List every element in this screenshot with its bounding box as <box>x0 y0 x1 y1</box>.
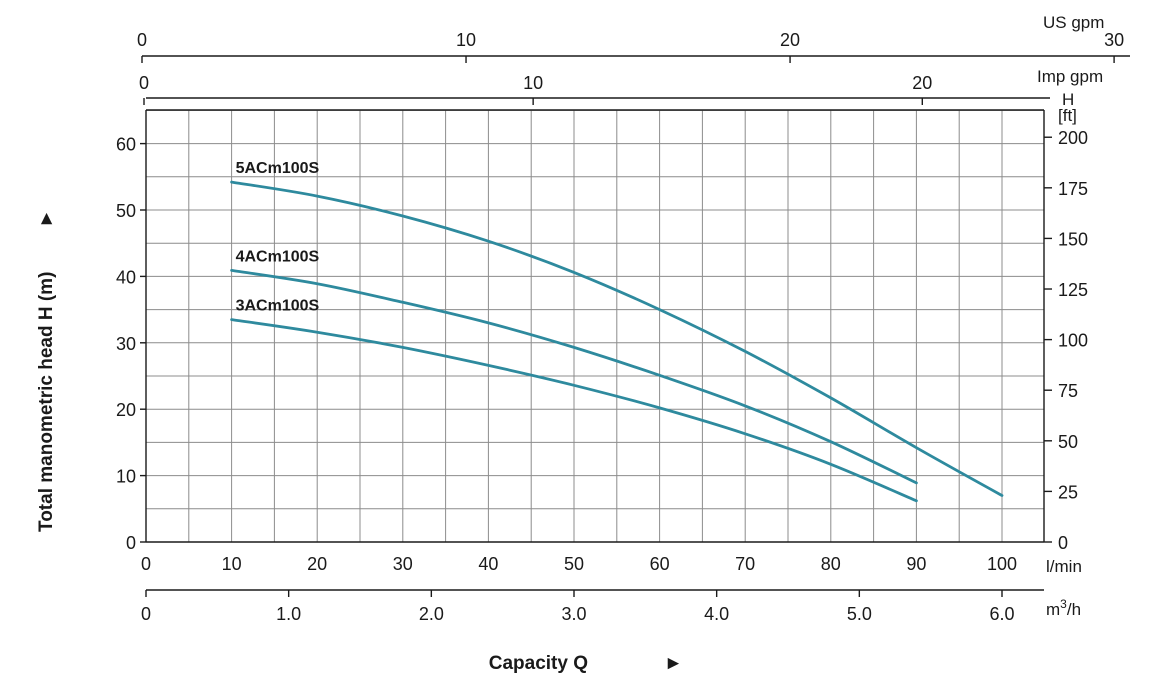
ft-tick-label: 50 <box>1058 432 1078 452</box>
series-label-5acm100s: 5ACm100S <box>236 160 320 177</box>
us-gpm-tick-label: 0 <box>137 30 147 50</box>
curve-4acm100s <box>230 269 918 485</box>
ft-tick-label: 175 <box>1058 179 1088 199</box>
x-unit-m3h: m3/h <box>1046 597 1081 619</box>
x-tick-label: 40 <box>478 554 498 574</box>
x-tick-label: 20 <box>307 554 327 574</box>
x-tick-label: 70 <box>735 554 755 574</box>
curve-3acm100s <box>230 318 918 503</box>
m3h-unit-base: m <box>1046 600 1060 619</box>
x-tick-label: 30 <box>393 554 413 574</box>
y-axis-title: Total manometric head H (m) <box>36 272 57 532</box>
m3h-tick-label: 0 <box>141 604 151 624</box>
ft-tick-label: 0 <box>1058 533 1068 553</box>
x-tick-label: 10 <box>222 554 242 574</box>
y-unit-ft-top: H <box>1062 90 1074 109</box>
y-tick-label: 10 <box>116 467 136 487</box>
grid-layer <box>146 109 1044 542</box>
m3h-unit-sup: 3 <box>1060 597 1067 611</box>
x-tick-label: 50 <box>564 554 584 574</box>
us-gpm-tick-label: 30 <box>1104 30 1124 50</box>
m3h-tick-label: 6.0 <box>989 604 1014 624</box>
x-tick-label: 90 <box>906 554 926 574</box>
y-tick-label: 30 <box>116 334 136 354</box>
y-unit-ft-bottom: [ft] <box>1058 106 1077 125</box>
x-axis-title: Capacity Q <box>489 653 588 674</box>
ft-tick-label: 125 <box>1058 280 1088 300</box>
m3h-tick-label: 1.0 <box>276 604 301 624</box>
x-unit-lmin: l/min <box>1046 557 1082 576</box>
x-tick-label: 60 <box>650 554 670 574</box>
ft-tick-label: 150 <box>1058 229 1088 249</box>
ft-tick-label: 25 <box>1058 482 1078 502</box>
x-axis-arrow: ► <box>664 653 683 674</box>
y-tick-label: 40 <box>116 267 136 287</box>
m3h-tick-label: 2.0 <box>419 604 444 624</box>
curves-layer <box>230 180 1004 503</box>
ft-tick-label: 200 <box>1058 128 1088 148</box>
x-tick-label: 0 <box>141 554 151 574</box>
series-label-3acm100s: 3ACm100S <box>236 298 320 315</box>
m3h-tick-label: 5.0 <box>847 604 872 624</box>
x-tick-label: 100 <box>987 554 1017 574</box>
m3h-tick-label: 4.0 <box>704 604 729 624</box>
series-label-4acm100s: 4ACm100S <box>236 248 320 265</box>
ft-tick-label: 75 <box>1058 381 1078 401</box>
m3h-tick-label: 3.0 <box>561 604 586 624</box>
y-tick-label: 20 <box>116 400 136 420</box>
imp-gpm-tick-label: 0 <box>139 73 149 93</box>
ft-tick-label: 100 <box>1058 331 1088 351</box>
imp-gpm-tick-label: 20 <box>912 73 932 93</box>
axes-layer <box>140 55 1130 597</box>
y-tick-label: 0 <box>126 533 136 553</box>
us-gpm-tick-label: 20 <box>780 30 800 50</box>
imp-gpm-tick-label: 10 <box>523 73 543 93</box>
curve-5acm100s <box>230 180 1004 497</box>
y-tick-label: 50 <box>116 201 136 221</box>
m3h-unit-tail: /h <box>1067 600 1081 619</box>
y-tick-label: 60 <box>116 135 136 155</box>
x-tick-label: 80 <box>821 554 841 574</box>
us-gpm-tick-label: 10 <box>456 30 476 50</box>
x-unit-imp-gpm: Imp gpm <box>1037 67 1103 86</box>
y-axis-arrow: ► <box>36 209 57 228</box>
x-unit-us-gpm: US gpm <box>1043 13 1104 32</box>
